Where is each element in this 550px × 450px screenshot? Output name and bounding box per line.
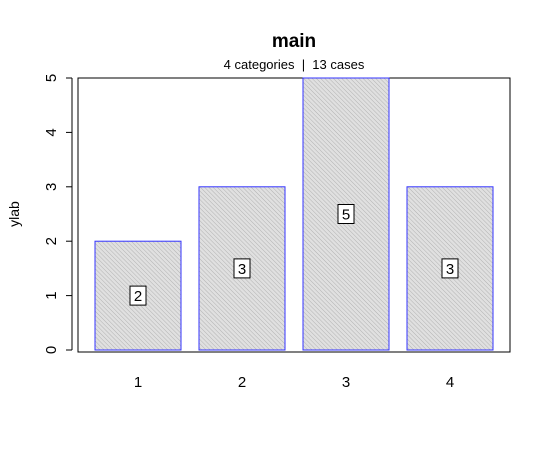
bar-label-1: 2	[134, 288, 142, 305]
bar-labels-group: 2 3 5 3	[129, 204, 459, 306]
x-tick-label-1: 1	[134, 374, 142, 391]
y-tick-label-0: 0	[43, 346, 60, 354]
chart-subtitle: 4 categories | 13 cases	[224, 57, 365, 72]
bar-label-3: 5	[342, 207, 350, 224]
bar-label-box-1	[129, 285, 147, 306]
bar-label-box-3	[337, 204, 355, 224]
bar-label-4: 3	[446, 261, 454, 278]
x-axis-labels: 1 2 3 4	[134, 374, 454, 391]
x-tick-label-2: 2	[238, 374, 246, 391]
y-tick-label-5: 5	[43, 74, 60, 82]
y-tick-label-4: 4	[43, 128, 60, 136]
bar-label-2: 3	[238, 261, 246, 278]
bar-label-box-4	[441, 258, 459, 279]
y-tick-label-1: 1	[43, 291, 60, 299]
bar-1	[94, 240, 182, 351]
x-tick-label-3: 3	[342, 374, 350, 391]
bars-group	[94, 77, 494, 351]
x-tick-label-4: 4	[446, 374, 454, 391]
bar-label-box-2	[233, 258, 251, 279]
plot-frame	[77, 77, 511, 353]
chart-title: main	[272, 31, 316, 52]
y-axis: 0 1 2 3 4 5	[43, 74, 73, 354]
y-tick-label-3: 3	[43, 183, 60, 191]
y-axis-title: ylab	[6, 201, 22, 227]
y-tick-label-2: 2	[43, 237, 60, 245]
